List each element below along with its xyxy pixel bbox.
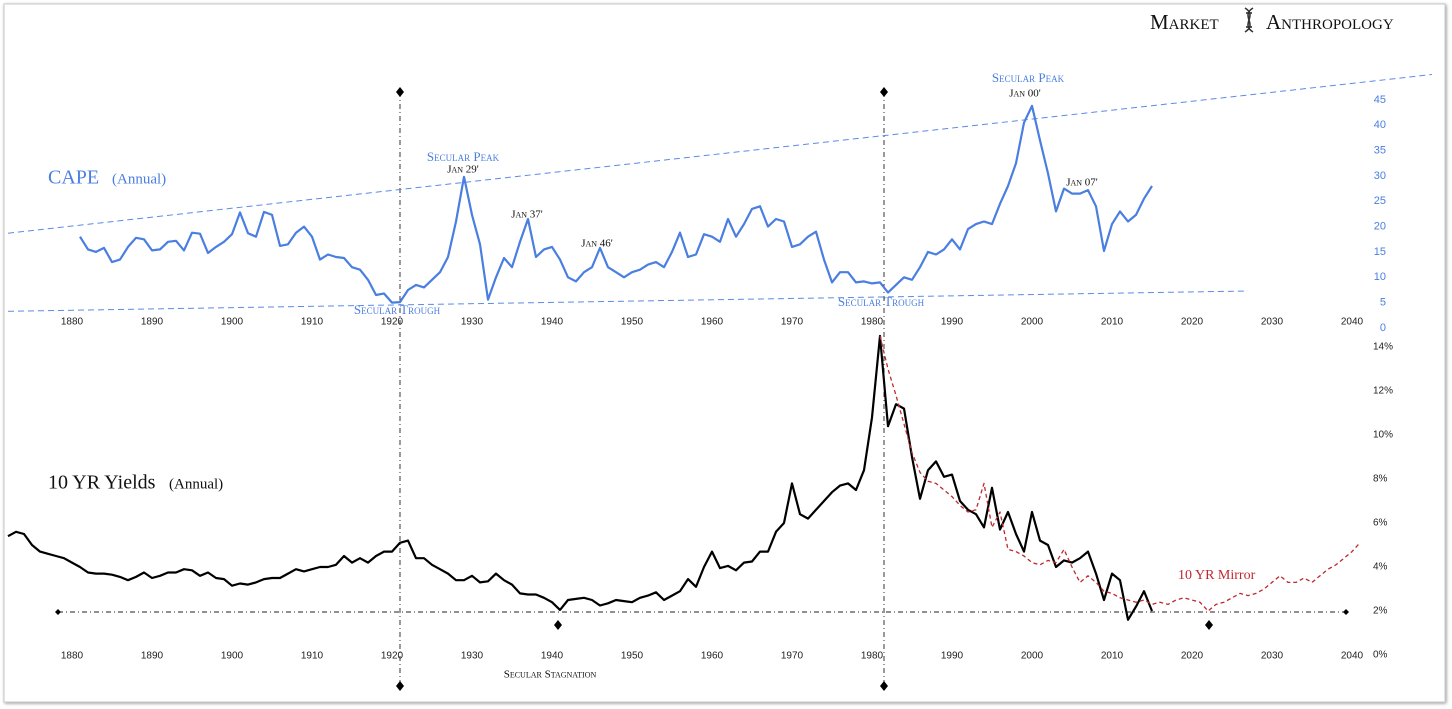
- y-tick-label: 10%: [1373, 430, 1393, 441]
- brand-right: Anthropology: [1266, 10, 1394, 34]
- cape-title: CAPE: [48, 167, 99, 189]
- x-tick-label: 1960: [701, 317, 724, 328]
- x-tick-label: 1920: [381, 317, 404, 328]
- x-tick-label: 2030: [1261, 651, 1284, 662]
- annotation: Secular Peak: [992, 70, 1065, 85]
- y-tick-label: 20: [1374, 221, 1386, 233]
- y-tick-label: 5: [1380, 297, 1386, 309]
- annotation: Jan 37': [511, 209, 543, 221]
- x-tick-label: 1890: [141, 317, 164, 328]
- annotation: Secular Stagnation: [504, 669, 597, 681]
- series-line: [7, 334, 1154, 621]
- y-tick-label: 12%: [1373, 386, 1393, 397]
- y-tick-label: 14%: [1373, 342, 1393, 353]
- x-tick-label: 2020: [1181, 651, 1204, 662]
- x-tick-label: 1950: [621, 317, 644, 328]
- series-line: [879, 335, 1361, 612]
- annotation: Jan 00': [1009, 88, 1041, 100]
- x-tick-label: 1930: [461, 651, 484, 662]
- x-tick-label: 1980: [861, 317, 884, 328]
- y-tick-label: 45: [1374, 94, 1386, 106]
- x-tick-label: 2030: [1261, 317, 1284, 328]
- x-tick-label: 2020: [1181, 317, 1204, 328]
- yield-title: 10 YR Yields: [48, 472, 156, 494]
- annotation: Jan 46': [581, 238, 613, 250]
- x-tick-label: 1990: [941, 317, 964, 328]
- x-tick-label: 1900: [221, 317, 244, 328]
- annotation: Secular Trough: [354, 302, 441, 317]
- annotation: Secular Peak: [427, 149, 500, 164]
- x-tick-label: 1970: [781, 651, 804, 662]
- trend-line: [7, 74, 1433, 234]
- x-tick-label: 1890: [141, 651, 164, 662]
- x-tick-label: 1990: [941, 651, 964, 662]
- yield-subtitle: (Annual): [169, 476, 223, 492]
- x-tick-label: 1880: [61, 317, 84, 328]
- y-tick-label: 25: [1374, 195, 1386, 207]
- x-tick-label: 1940: [541, 317, 564, 328]
- y-tick-label: 35: [1374, 144, 1386, 156]
- logo: [1244, 7, 1254, 33]
- x-tick-label: 1910: [301, 317, 324, 328]
- x-tick-label: 2010: [1101, 651, 1124, 662]
- x-tick-label: 2040: [1341, 317, 1364, 328]
- annotation: Jan 07': [1066, 177, 1098, 189]
- x-tick-label: 2000: [1021, 651, 1044, 662]
- x-tick-label: 1970: [781, 317, 804, 328]
- y-tick-label: 6%: [1373, 518, 1388, 529]
- y-tick-label: 10: [1374, 271, 1386, 283]
- x-tick-label: 1910: [301, 651, 324, 662]
- y-tick-label: 0: [1380, 322, 1386, 334]
- y-tick-label: 8%: [1373, 474, 1388, 485]
- y-tick-label: 30: [1374, 170, 1386, 182]
- y-tick-label: 2%: [1373, 606, 1388, 617]
- x-tick-label: 1960: [701, 651, 724, 662]
- series-label: 10 YR Mirror: [1178, 568, 1256, 583]
- y-tick-label: 4%: [1373, 562, 1388, 573]
- x-tick-label: 1930: [461, 317, 484, 328]
- x-tick-label: 2000: [1021, 317, 1044, 328]
- series-line: [79, 104, 1153, 304]
- x-tick-label: 1900: [221, 651, 244, 662]
- cape-subtitle: (Annual): [112, 171, 166, 187]
- frame: [3, 3, 1446, 703]
- trend-line: [7, 290, 1249, 312]
- x-tick-label: 1980: [861, 651, 884, 662]
- brand-left: Market: [1150, 10, 1219, 34]
- y-tick-label: 0%: [1373, 650, 1388, 661]
- x-tick-label: 2010: [1101, 317, 1124, 328]
- x-tick-label: 1950: [621, 651, 644, 662]
- annotation: Jan 29': [447, 164, 479, 176]
- x-tick-label: 1880: [61, 651, 84, 662]
- y-tick-label: 40: [1374, 119, 1386, 131]
- x-tick-label: 1920: [381, 651, 404, 662]
- x-tick-label: 2040: [1341, 651, 1364, 662]
- x-tick-label: 1940: [541, 651, 564, 662]
- y-tick-label: 15: [1374, 246, 1386, 258]
